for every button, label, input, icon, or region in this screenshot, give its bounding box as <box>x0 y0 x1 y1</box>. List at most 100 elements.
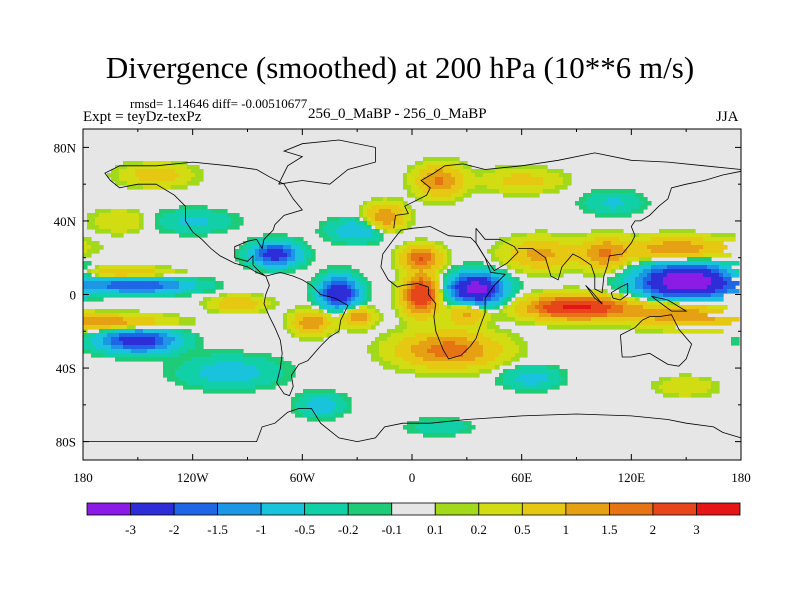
field-cell <box>395 309 400 314</box>
field-cell <box>427 165 452 170</box>
field-cell <box>287 309 296 314</box>
field-cell <box>119 289 156 294</box>
field-cell <box>119 173 136 178</box>
field-cell <box>447 253 452 258</box>
field-cell <box>279 365 296 370</box>
field-cell <box>251 265 264 270</box>
field-cell <box>643 261 656 266</box>
field-cell <box>407 245 436 250</box>
field-cell <box>443 273 448 278</box>
run-label: 256_0_MaBP - 256_0_MaBP <box>308 106 487 122</box>
field-cell <box>295 237 304 242</box>
field-cell <box>411 189 424 194</box>
field-cell <box>367 293 372 298</box>
field-cell <box>403 265 412 270</box>
field-cell <box>407 293 412 298</box>
field-cell <box>463 353 484 358</box>
field-cell <box>531 301 540 306</box>
field-cell <box>559 373 568 378</box>
field-cell <box>419 421 464 426</box>
field-cell <box>283 249 292 254</box>
field-cell <box>447 289 452 294</box>
field-cell <box>503 281 512 286</box>
field-cell <box>143 329 172 334</box>
field-cell <box>127 273 156 278</box>
field-cell <box>159 221 180 226</box>
field-cell <box>439 309 452 314</box>
field-cell <box>319 273 328 278</box>
field-cell <box>363 201 368 206</box>
y-tick-label: 40N <box>54 214 77 229</box>
field-cell <box>547 257 592 262</box>
field-cell <box>723 273 732 278</box>
field-cell <box>463 297 476 302</box>
field-cell <box>423 281 432 286</box>
field-cell <box>467 277 488 282</box>
colorbar-label: 1.5 <box>601 522 617 537</box>
field-cell <box>591 317 656 322</box>
field-cell <box>391 305 396 310</box>
field-cell <box>595 213 632 218</box>
field-cell <box>403 173 408 178</box>
field-cell <box>479 317 492 322</box>
field-cell <box>247 241 260 246</box>
field-cell <box>487 361 504 366</box>
field-cell <box>623 261 628 266</box>
field-cell <box>303 249 312 254</box>
field-cell <box>635 285 644 290</box>
field-cell <box>663 329 724 334</box>
field-cell <box>319 325 328 330</box>
field-cell <box>543 189 560 194</box>
field-cell <box>175 277 200 282</box>
field-cell <box>159 217 180 222</box>
field-cell <box>347 329 368 334</box>
field-cell <box>107 333 120 338</box>
field-cell <box>619 293 624 298</box>
field-cell <box>727 289 740 294</box>
field-cell <box>355 281 360 286</box>
field-cell <box>547 325 632 330</box>
colorbar-swatch <box>173 502 218 516</box>
y-tick-label: 80S <box>56 435 76 450</box>
field-cell <box>323 237 332 242</box>
field-cell <box>403 213 412 218</box>
field-cell <box>179 281 196 286</box>
field-cell <box>395 261 400 266</box>
field-cell <box>511 385 552 390</box>
field-cell <box>327 269 352 274</box>
field-cell <box>543 177 564 182</box>
field-cell <box>447 281 452 286</box>
coastline <box>585 285 603 305</box>
field-cell <box>123 341 156 346</box>
field-cell <box>627 285 636 290</box>
field-cell <box>403 289 408 294</box>
field-cell <box>343 409 352 414</box>
field-cell <box>119 177 140 182</box>
field-cell <box>219 305 256 310</box>
field-cell <box>447 273 452 278</box>
field-cell <box>375 217 396 222</box>
field-cell <box>731 337 740 342</box>
field-cell <box>331 397 344 402</box>
field-cell <box>179 317 196 322</box>
field-cell <box>195 333 200 338</box>
field-cell <box>547 169 564 174</box>
field-cell <box>511 253 528 258</box>
field-cell <box>699 249 724 254</box>
field-cell <box>403 185 412 190</box>
field-cell <box>391 293 396 298</box>
field-cell <box>243 257 248 262</box>
field-cell <box>287 313 296 318</box>
field-cell <box>247 237 256 242</box>
colorbar-swatch <box>652 502 697 516</box>
field-cell <box>495 253 512 258</box>
field-cell <box>711 385 720 390</box>
field-cell <box>127 165 188 170</box>
field-cell <box>631 325 676 330</box>
colorbar-swatch <box>217 502 262 516</box>
field-cell <box>523 269 564 274</box>
field-cell <box>139 213 144 218</box>
field-cell <box>295 401 308 406</box>
field-cell <box>303 325 320 330</box>
field-cell <box>523 293 540 298</box>
